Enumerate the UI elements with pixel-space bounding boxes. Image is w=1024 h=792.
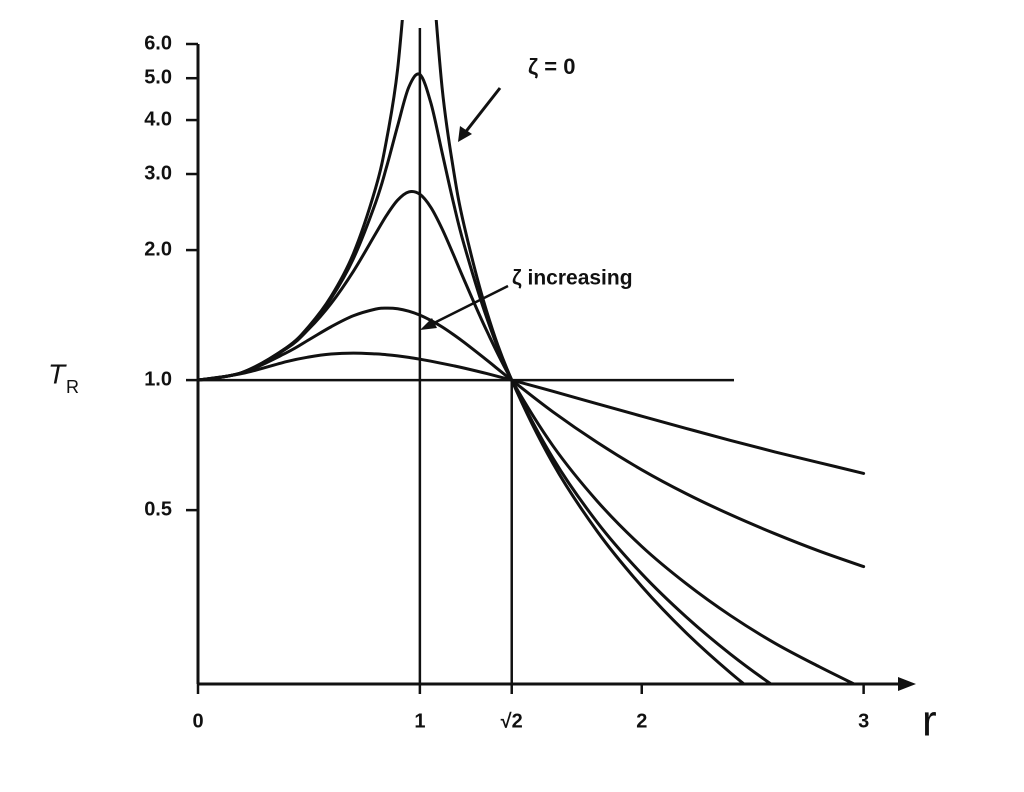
x-axis-label: r	[922, 697, 937, 746]
y-tick-label: 2.0	[144, 238, 172, 260]
y-axis-label-sub: R	[66, 377, 79, 397]
annotation-arrowhead	[420, 318, 437, 330]
y-tick-label: 1.0	[144, 368, 172, 390]
y-tick-label: 5.0	[144, 66, 172, 88]
y-tick-label: 0.5	[144, 498, 172, 520]
curve	[434, 20, 746, 683]
y-tick-label: 3.0	[144, 162, 172, 184]
annotation: ζ increasing	[512, 267, 633, 290]
x-tick-label: 2	[636, 710, 647, 732]
curve	[198, 306, 866, 569]
curve	[198, 20, 404, 382]
y-tick-label: 6.0	[144, 32, 172, 54]
x-tick-label: 3	[858, 710, 869, 732]
x-axis-arrow	[898, 677, 916, 691]
x-tick-label: 1	[414, 710, 425, 732]
curve	[198, 351, 866, 475]
x-tick-label: √2	[501, 710, 523, 732]
annotation-arrow	[429, 284, 509, 327]
y-tick-label: 4.0	[144, 108, 172, 130]
x-tick-label: 0	[192, 710, 203, 732]
curve	[198, 72, 773, 683]
annotation-arrowhead	[458, 126, 472, 142]
annotation-arrow	[462, 87, 502, 135]
curve	[198, 190, 856, 683]
annotation: ζ = 0	[528, 54, 575, 79]
y-axis-label: T	[48, 358, 67, 389]
